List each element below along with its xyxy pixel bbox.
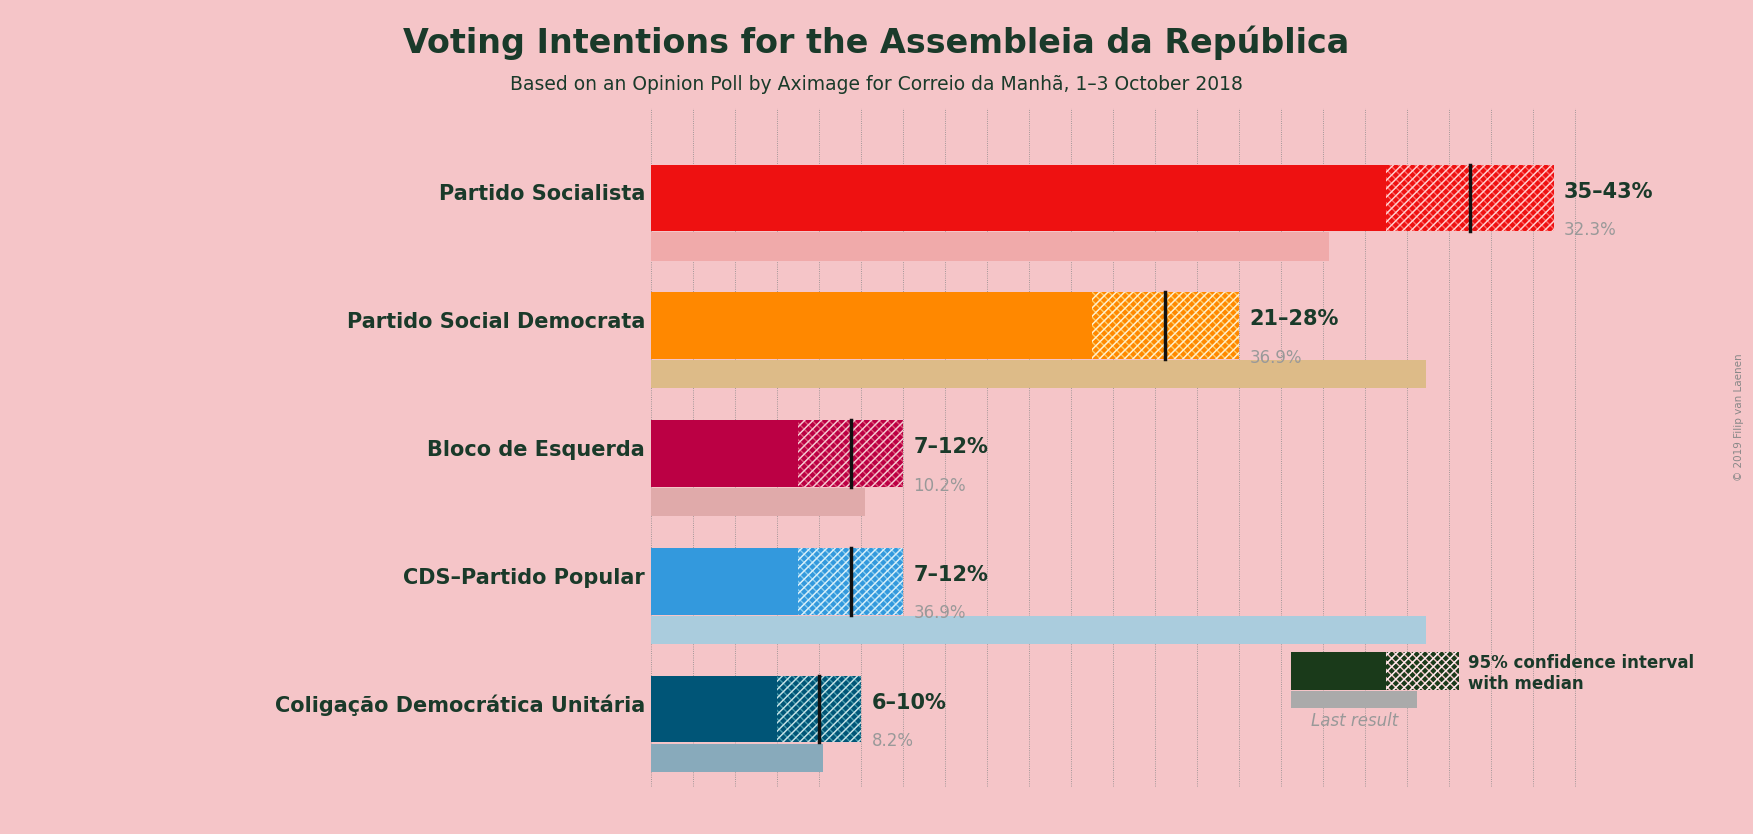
- Bar: [1092, 293, 1239, 359]
- Text: 35–43%: 35–43%: [1564, 182, 1653, 202]
- Text: 7–12%: 7–12%: [913, 565, 989, 585]
- Text: 36.9%: 36.9%: [913, 605, 966, 622]
- Bar: [798, 548, 903, 615]
- Bar: [652, 548, 798, 615]
- Text: CDS–Partido Popular: CDS–Partido Popular: [403, 568, 645, 587]
- Bar: [652, 420, 798, 487]
- Text: Voting Intentions for the Assembleia da República: Voting Intentions for the Assembleia da …: [403, 25, 1350, 59]
- Bar: [652, 233, 1329, 260]
- Text: © 2019 Filip van Laenen: © 2019 Filip van Laenen: [1734, 353, 1744, 481]
- Text: Bloco de Esquerda: Bloco de Esquerda: [428, 440, 645, 460]
- Bar: [652, 676, 777, 742]
- Bar: [1385, 651, 1458, 690]
- Bar: [777, 676, 861, 742]
- Bar: [652, 488, 866, 516]
- Text: Based on an Opinion Poll by Aximage for Correio da Manhã, 1–3 October 2018: Based on an Opinion Poll by Aximage for …: [510, 75, 1243, 94]
- Text: with median: with median: [1467, 675, 1583, 693]
- Text: Coligação Democrática Unitária: Coligação Democrática Unitária: [275, 695, 645, 716]
- Text: Last result: Last result: [1311, 712, 1397, 731]
- Text: 36.9%: 36.9%: [1250, 349, 1302, 367]
- Bar: [1385, 164, 1553, 231]
- Bar: [652, 293, 1092, 359]
- Bar: [1292, 691, 1416, 708]
- Text: Partido Socialista: Partido Socialista: [438, 184, 645, 204]
- Bar: [1092, 293, 1239, 359]
- Text: 95% confidence interval: 95% confidence interval: [1467, 654, 1693, 672]
- Bar: [798, 420, 903, 487]
- Bar: [652, 164, 1385, 231]
- Bar: [798, 420, 903, 487]
- Bar: [1385, 164, 1553, 231]
- Bar: [777, 676, 861, 742]
- Text: 7–12%: 7–12%: [913, 437, 989, 457]
- Bar: [652, 615, 1425, 644]
- Bar: [652, 744, 824, 771]
- Bar: [652, 360, 1425, 389]
- Bar: [1385, 651, 1458, 690]
- Text: 6–10%: 6–10%: [871, 693, 947, 713]
- Bar: [1092, 293, 1239, 359]
- Text: 8.2%: 8.2%: [871, 732, 913, 751]
- Bar: [777, 676, 861, 742]
- Bar: [798, 420, 903, 487]
- Text: 21–28%: 21–28%: [1250, 309, 1339, 329]
- Text: Partido Social Democrata: Partido Social Democrata: [347, 312, 645, 332]
- Bar: [798, 548, 903, 615]
- Text: 10.2%: 10.2%: [913, 476, 966, 495]
- Text: 32.3%: 32.3%: [1564, 221, 1616, 239]
- Bar: [1385, 651, 1458, 690]
- Bar: [798, 548, 903, 615]
- Bar: [1292, 651, 1385, 690]
- Bar: [1385, 164, 1553, 231]
